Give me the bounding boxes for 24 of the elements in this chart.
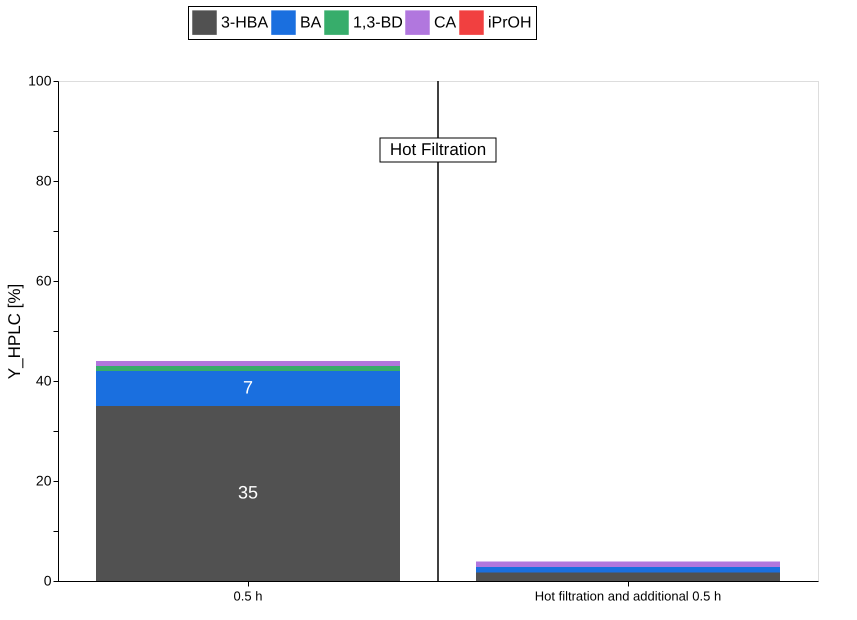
y-axis-title: Y_HPLC [%] <box>5 284 24 380</box>
x-tick-label: 0.5 h <box>234 588 262 604</box>
data-label: 35 <box>238 482 258 502</box>
bar <box>96 366 400 371</box>
legend-label: iPrOH <box>488 14 532 32</box>
annotation: Hot Filtration <box>390 140 486 159</box>
y-tick-label: 100 <box>28 72 52 88</box>
legend-label: CA <box>434 14 457 32</box>
bar <box>96 361 400 366</box>
legend-label: BA <box>300 14 322 32</box>
bar <box>96 371 400 406</box>
y-tick-label: 0 <box>44 572 52 588</box>
legend-label: 3-HBA <box>221 14 268 32</box>
y-tick-label: 40 <box>36 372 52 388</box>
bar <box>476 572 780 581</box>
bar <box>96 406 400 581</box>
y-tick-label: 20 <box>36 472 52 488</box>
y-tick-label: 80 <box>36 172 52 188</box>
bar <box>476 562 780 567</box>
x-tick-label: Hot filtration and additional 0.5 h <box>534 588 722 604</box>
legend-label: 1,3-BD <box>353 14 403 32</box>
data-label: 7 <box>242 378 254 398</box>
bar <box>476 567 780 572</box>
y-tick-label: 60 <box>36 272 52 288</box>
